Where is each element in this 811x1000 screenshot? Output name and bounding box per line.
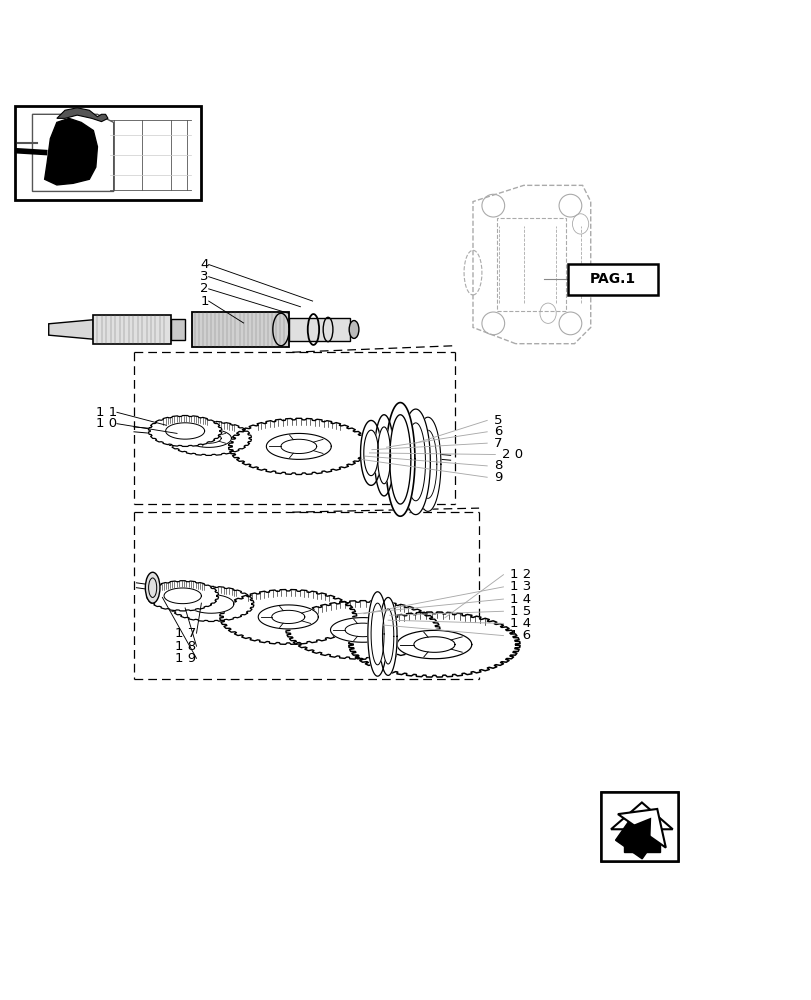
Polygon shape (349, 612, 519, 677)
Text: 5: 5 (493, 414, 501, 427)
Polygon shape (377, 427, 390, 484)
Text: 1 4: 1 4 (509, 617, 530, 630)
Text: 6: 6 (493, 425, 501, 438)
Polygon shape (406, 423, 425, 501)
Polygon shape (385, 403, 414, 516)
Ellipse shape (145, 572, 160, 603)
Bar (191, 312, 289, 347)
Polygon shape (49, 320, 93, 339)
Text: 1 8: 1 8 (175, 640, 196, 653)
Polygon shape (363, 430, 378, 476)
Text: 1: 1 (200, 295, 208, 308)
Text: PAG.1: PAG.1 (590, 272, 635, 286)
Polygon shape (610, 802, 672, 829)
Polygon shape (374, 415, 393, 496)
Polygon shape (186, 429, 231, 447)
Text: 1 5: 1 5 (509, 605, 530, 618)
Text: 7: 7 (493, 437, 501, 450)
Bar (15, 106, 201, 200)
Polygon shape (617, 809, 665, 848)
Polygon shape (32, 114, 114, 191)
Polygon shape (220, 590, 356, 644)
Polygon shape (371, 603, 384, 665)
Polygon shape (367, 592, 387, 676)
Text: 1 1: 1 1 (96, 406, 117, 419)
Bar (496, 218, 566, 311)
Text: 1 9: 1 9 (175, 652, 196, 665)
Polygon shape (45, 118, 97, 185)
Polygon shape (615, 822, 654, 859)
Bar (600, 792, 677, 861)
Text: 1 3: 1 3 (509, 580, 530, 593)
Polygon shape (285, 601, 440, 659)
Polygon shape (401, 409, 430, 515)
Polygon shape (629, 813, 653, 829)
Polygon shape (379, 597, 397, 675)
Bar (568, 264, 657, 295)
Polygon shape (330, 618, 395, 642)
Text: 1 6: 1 6 (509, 629, 530, 642)
Polygon shape (229, 418, 368, 475)
Text: 4: 4 (200, 258, 208, 271)
Text: 2 0: 2 0 (501, 448, 522, 461)
Polygon shape (165, 423, 204, 439)
Polygon shape (389, 415, 410, 504)
Polygon shape (165, 421, 251, 455)
Text: 9: 9 (493, 471, 501, 484)
Polygon shape (57, 108, 108, 122)
Polygon shape (188, 595, 234, 613)
Polygon shape (258, 605, 318, 629)
Ellipse shape (349, 321, 358, 338)
Polygon shape (382, 609, 393, 664)
Bar (600, 792, 677, 861)
Polygon shape (148, 416, 221, 446)
Text: 2: 2 (200, 282, 208, 295)
Polygon shape (397, 630, 471, 659)
Polygon shape (147, 581, 218, 611)
Text: 1 4: 1 4 (509, 593, 530, 606)
Polygon shape (360, 420, 381, 485)
Text: 8: 8 (493, 459, 501, 472)
Polygon shape (623, 829, 659, 852)
Text: 1 2: 1 2 (509, 568, 530, 581)
Bar (289, 318, 350, 341)
Bar (93, 315, 170, 344)
Text: 3: 3 (200, 270, 208, 283)
Bar (170, 319, 185, 340)
Text: 1 0: 1 0 (96, 417, 117, 430)
Polygon shape (418, 430, 436, 498)
Text: 1 7: 1 7 (175, 627, 196, 640)
Polygon shape (633, 818, 650, 837)
Polygon shape (164, 588, 201, 604)
Polygon shape (168, 586, 254, 621)
Polygon shape (266, 433, 331, 459)
Polygon shape (414, 417, 440, 511)
